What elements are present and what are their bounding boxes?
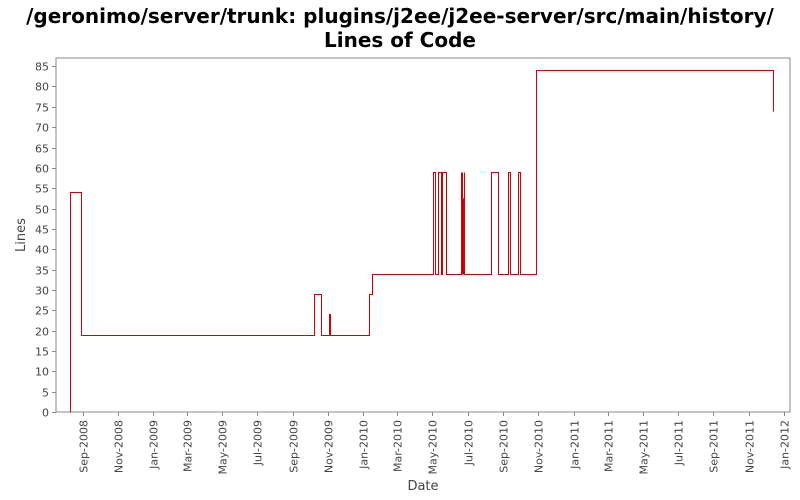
x-tick-label: May-2011: [638, 420, 651, 475]
x-tick-label: May-2009: [217, 420, 230, 475]
x-tick-label: Jan-2012: [779, 420, 792, 470]
y-tick-label: 70: [35, 122, 49, 135]
x-tick-label: Mar-2011: [603, 420, 616, 472]
y-tick-label: 65: [35, 143, 49, 156]
y-tick-label: 25: [35, 305, 49, 318]
x-axis: Sep-2008 Nov-2008 Jan-2009 Mar-2009 May-2009…: [78, 412, 792, 475]
x-tick-label: Sep-2011: [708, 420, 721, 473]
y-tick-label: 35: [35, 265, 49, 278]
y-tick-label: 10: [35, 366, 49, 379]
y-axis: 0 5 10 15 20 25 30 35 40 45 50 55 60 65 70 75 80 85: [35, 61, 56, 420]
y-axis-label: Lines: [14, 218, 29, 252]
y-tick-label: 50: [35, 204, 49, 217]
x-axis-label: Date: [407, 479, 438, 494]
x-tick-label: Jan-2011: [569, 420, 582, 470]
x-tick-label: Nov-2008: [113, 420, 126, 473]
x-tick-label: Nov-2010: [533, 420, 546, 473]
y-tick-label: 75: [35, 102, 49, 115]
x-tick-label: Mar-2010: [392, 420, 405, 472]
y-tick-label: 60: [35, 163, 49, 176]
x-tick-label: Jul-2011: [673, 420, 686, 466]
x-tick-label: Jul-2009: [252, 420, 265, 466]
series-line: [70, 70, 774, 413]
y-tick-label: 5: [42, 387, 49, 400]
chart-title: /geronimo/server/trunk: plugins/j2ee/j2e…: [26, 4, 774, 52]
x-tick-label: Nov-2009: [323, 420, 336, 473]
x-tick-label: Sep-2008: [78, 420, 91, 473]
x-tick-label: Sep-2010: [498, 420, 511, 473]
x-tick-label: Mar-2009: [182, 420, 195, 472]
x-tick-label: May-2010: [427, 420, 440, 475]
y-tick-label: 80: [35, 81, 49, 94]
y-tick-label: 20: [35, 326, 49, 339]
y-tick-label: 40: [35, 244, 49, 257]
x-tick-label: Jan-2009: [148, 420, 161, 470]
x-tick-label: Jul-2010: [463, 420, 476, 466]
x-tick-label: Nov-2011: [744, 420, 757, 473]
y-tick-label: 15: [35, 346, 49, 359]
x-tick-label: Jan-2010: [358, 420, 371, 470]
y-tick-label: 0: [42, 407, 49, 420]
plot-area: [55, 57, 791, 413]
y-tick-label: 85: [35, 61, 49, 74]
y-tick-label: 55: [35, 183, 49, 196]
y-tick-label: 30: [35, 285, 49, 298]
y-tick-label: 45: [35, 224, 49, 237]
x-tick-label: Sep-2009: [288, 420, 301, 473]
